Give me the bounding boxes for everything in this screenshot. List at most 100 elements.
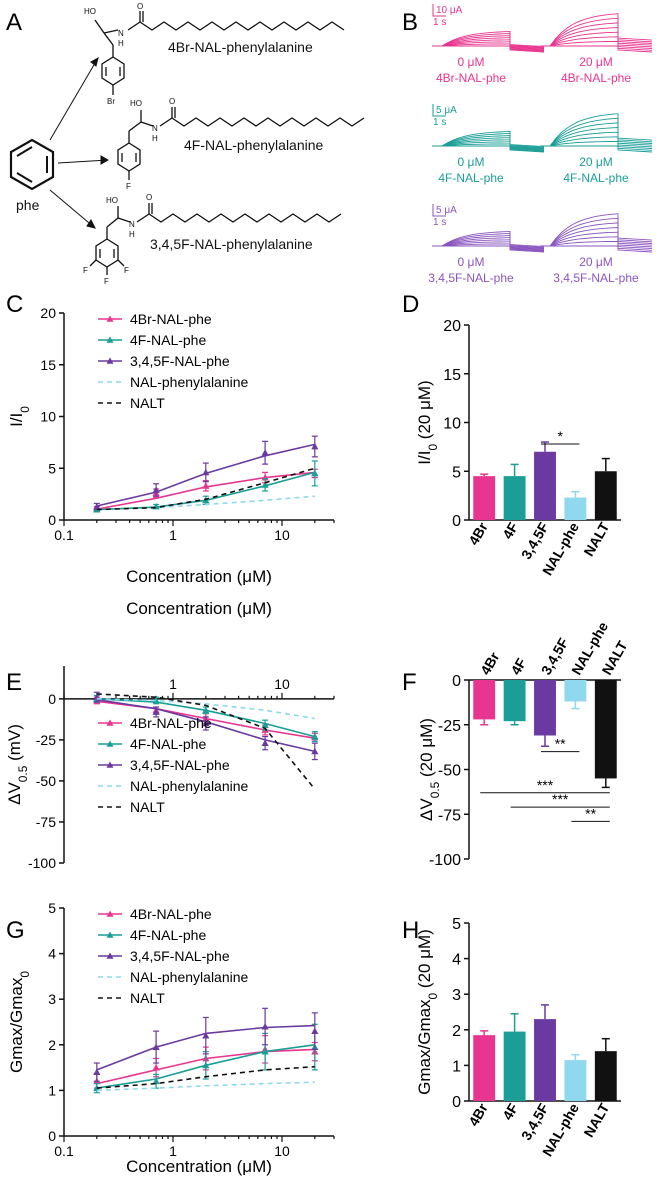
- legend-label: NAL-phenylalanine: [130, 969, 249, 985]
- y-axis-label-main: I/I: [415, 451, 434, 465]
- current-trace: [432, 33, 545, 48]
- trace-label-right-name: 4Br-NAL-phe: [561, 71, 631, 85]
- legend-marker: [106, 910, 114, 917]
- y-tick-label: -75: [438, 807, 461, 824]
- panel-label-g: G: [6, 917, 25, 944]
- y-tick-label: 0: [48, 691, 56, 707]
- data-point: [202, 706, 210, 714]
- trace-label-left-name: 4Br-NAL-phe: [436, 71, 506, 85]
- trace-label-right-conc: 20 μM: [579, 55, 613, 69]
- bar: [503, 680, 526, 722]
- legend-label: NAL-phenylalanine: [130, 374, 249, 390]
- category-label: 3,4,5F: [538, 635, 572, 678]
- x-tick-label: 0.1: [54, 1143, 74, 1159]
- atom-f-2: F: [126, 182, 131, 191]
- current-trace: [540, 240, 653, 251]
- legend-marker: [106, 740, 114, 747]
- atom-f-3b: F: [104, 277, 109, 286]
- y-axis-label-main: I/I: [7, 413, 26, 427]
- category-label: 4Br: [477, 649, 503, 678]
- y-tick-label: 3: [48, 991, 56, 1007]
- atom-o-1: O: [137, 2, 143, 11]
- current-trace: [432, 35, 545, 49]
- y-axis-label-main: Gmax/Gmax: [7, 977, 26, 1073]
- x-axis-label: Concentration (μM): [126, 599, 272, 618]
- current-trace: [432, 31, 545, 48]
- current-trace: [540, 222, 653, 247]
- current-trace: [540, 231, 653, 248]
- current-trace: [432, 239, 545, 251]
- legend-label: 3,4,5F-NAL-phe: [130, 757, 230, 773]
- y-tick-label: 0: [452, 673, 461, 690]
- significance-label: **: [555, 736, 566, 752]
- y-axis-label-suffix: (20 μM): [417, 718, 436, 782]
- trace-label-left-name: 4F-NAL-phe: [438, 171, 504, 185]
- y-tick-label: 0: [48, 512, 56, 528]
- data-point: [152, 486, 160, 493]
- phe-benzene: [9, 138, 55, 191]
- legend-marker: [106, 952, 114, 959]
- structure-name-4f: 4F-NAL-phenylalanine: [184, 137, 324, 153]
- current-trace: [540, 213, 653, 247]
- series-fit-line: [96, 698, 315, 720]
- current-trace: [540, 117, 653, 147]
- current-trace: [432, 235, 545, 249]
- current-trace: [432, 243, 545, 252]
- series-fit-line: [96, 1081, 315, 1092]
- y-axis-label-suffix: (20 μM): [415, 380, 434, 444]
- y-tick-label: 5: [452, 916, 461, 933]
- current-trace: [540, 36, 653, 50]
- y-axis-label-suffix: (mV): [5, 724, 24, 766]
- y-tick-label: -25: [438, 718, 461, 735]
- y-tick-label: 1: [48, 1082, 56, 1098]
- y-tick-label: 5: [48, 900, 56, 916]
- y-tick-label: 3: [452, 987, 461, 1004]
- x-axis-label: Concentration (μM): [126, 1157, 272, 1176]
- data-point: [152, 1064, 160, 1071]
- category-label: NALT: [599, 638, 631, 678]
- atom-n-3: N: [129, 220, 135, 229]
- current-trace: [432, 237, 545, 250]
- legend-marker: [106, 761, 114, 768]
- y-tick-label: 0: [48, 1128, 56, 1144]
- current-trace: [540, 31, 653, 48]
- y-tick-label: 4: [452, 952, 461, 969]
- bar: [564, 1060, 587, 1101]
- current-trace: [540, 22, 653, 47]
- trace-label-left-conc: 0 μM: [458, 155, 485, 169]
- atom-br: Br: [107, 97, 115, 106]
- data-point: [152, 696, 160, 704]
- atom-h-2: H: [152, 134, 158, 143]
- structure-atom-labels: HO N H O Br HO N H O F HO N H O F F F: [83, 2, 175, 286]
- structures-panel: [9, 11, 365, 275]
- y-tick-label: 20: [40, 305, 56, 321]
- y-axis-label: I/I0: [7, 406, 32, 427]
- y-tick-label: 1: [452, 1058, 461, 1075]
- y-axis-label-main: ΔV: [417, 798, 436, 821]
- significance-label: *: [557, 428, 563, 444]
- trace-label-right-name: 4F-NAL-phe: [563, 171, 629, 185]
- current-trace: [432, 45, 545, 53]
- current-trace: [540, 227, 653, 247]
- category-label: 4F: [499, 1100, 521, 1123]
- legend-label: 4Br-NAL-phe: [130, 311, 212, 327]
- y-axis-label: I/I0 (20 μM): [415, 380, 440, 464]
- current-trace: [432, 37, 545, 50]
- data-point: [152, 708, 160, 715]
- panel-label-b: B: [402, 9, 418, 36]
- y-tick-label: 5: [452, 464, 461, 481]
- current-trace: [540, 45, 653, 53]
- bar: [564, 680, 587, 702]
- legend-label: 4F-NAL-phe: [130, 736, 206, 752]
- current-trace: [540, 27, 653, 47]
- data-point: [261, 481, 269, 488]
- current-trace: [432, 43, 545, 52]
- x-axis-label: Concentration (μM): [126, 567, 272, 586]
- data-point: [261, 1048, 269, 1055]
- y-tick-label: -100: [429, 852, 461, 869]
- panel-label-a: A: [6, 9, 22, 36]
- current-trace: [432, 143, 545, 152]
- chart-e: -100 -75 -50 -25 0 1 10 Concentration (μM) ΔV0.5…: [5, 599, 335, 871]
- atom-h-3: H: [129, 230, 135, 239]
